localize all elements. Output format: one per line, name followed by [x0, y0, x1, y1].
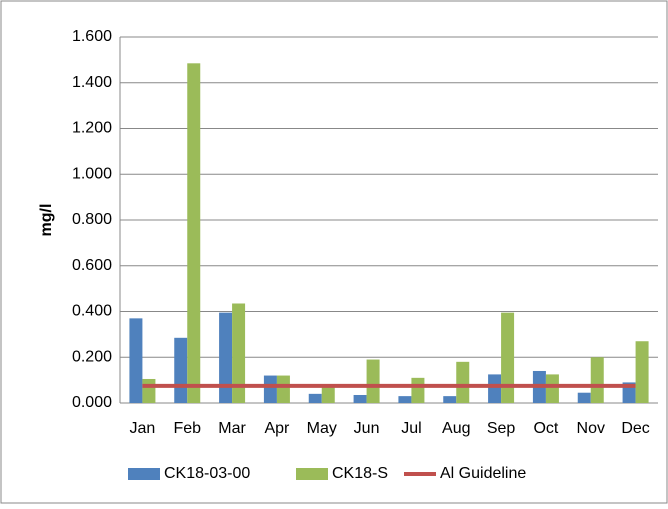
x-tick-label: Dec — [621, 420, 649, 437]
bar — [411, 377, 425, 403]
y-tick-label: 1.000 — [72, 165, 112, 182]
x-tick-label: Jan — [130, 420, 156, 437]
y-tick-label: 0.800 — [72, 211, 112, 228]
bar — [577, 392, 591, 403]
bar — [545, 374, 559, 403]
y-tick-label: 0.600 — [72, 257, 112, 274]
bar — [219, 312, 233, 403]
bar — [488, 374, 502, 403]
x-tick-label: Mar — [218, 420, 246, 437]
y-axis-label: mg/l — [38, 204, 55, 237]
bar — [308, 393, 322, 403]
bar — [366, 359, 380, 403]
legend-label: Al Guideline — [440, 465, 526, 482]
x-tick-label: Aug — [442, 420, 470, 437]
y-tick-label: 1.200 — [72, 120, 112, 137]
y-tick-label: 0.000 — [72, 394, 112, 411]
bar — [174, 337, 188, 403]
bar — [590, 357, 604, 403]
bar — [142, 378, 156, 403]
y-tick-label: 1.400 — [72, 74, 112, 91]
x-tick-label: Feb — [173, 420, 201, 437]
bar — [443, 396, 457, 403]
y-tick-label: 0.200 — [72, 348, 112, 365]
bar — [353, 394, 367, 403]
bar — [635, 341, 649, 403]
legend-swatch — [128, 468, 160, 480]
legend-label: CK18-03-00 — [164, 465, 250, 482]
bar — [276, 375, 290, 403]
x-tick-label: Oct — [533, 420, 558, 437]
x-tick-label: May — [307, 420, 337, 437]
bar — [501, 312, 515, 403]
y-tick-label: 0.400 — [72, 303, 112, 320]
bar — [456, 361, 470, 403]
x-tick-label: Jun — [354, 420, 380, 437]
bar — [398, 396, 412, 403]
legend-label: CK18-S — [332, 465, 388, 482]
legend-swatch — [296, 468, 328, 480]
bar — [232, 303, 246, 403]
x-tick-label: Sep — [487, 420, 516, 437]
bar — [263, 375, 277, 403]
y-tick-label: 1.600 — [72, 28, 112, 45]
x-tick-label: Jul — [401, 420, 421, 437]
bar — [129, 318, 143, 403]
x-tick-label: Nov — [577, 420, 605, 437]
bar — [187, 63, 201, 404]
bar — [321, 386, 335, 403]
x-tick-label: Apr — [264, 420, 290, 437]
